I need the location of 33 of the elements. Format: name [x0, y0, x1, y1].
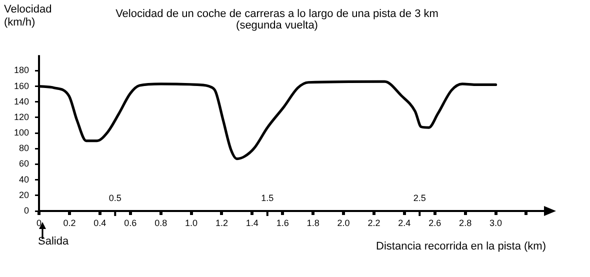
x-tick-label: 0.8	[154, 218, 168, 228]
x-tick-label: 2.2	[368, 218, 380, 228]
x-axis-title: Distancia recorrida en la pista (km)	[376, 240, 546, 252]
y-tick-label: 120	[14, 112, 30, 122]
x-tick-label: 2.8	[459, 218, 472, 228]
text: Salida	[38, 236, 70, 248]
x-tick-label: 1.8	[306, 218, 320, 228]
y-tick-label: 180	[14, 65, 30, 76]
x-tick-label: 2.0	[337, 218, 350, 228]
x-tick-label: 1.4	[246, 218, 258, 228]
y-tick-label: 100	[14, 128, 30, 138]
y-tick-label: 140	[14, 96, 30, 106]
x-tick-label: 0.6	[124, 218, 137, 228]
x-tick-label: 2.6	[428, 218, 442, 228]
x-tick-label: 1.2	[215, 218, 228, 228]
x-tick-label: 3.0	[490, 218, 502, 228]
y-tick-label: 20	[19, 190, 30, 200]
x-tick-label: 0	[36, 218, 42, 228]
x2-tick-label: 1.5	[261, 192, 274, 203]
x-tick-label: 1.6	[276, 218, 289, 228]
y-tick-label: 160	[14, 80, 30, 91]
x-tick-label: 1.0	[185, 218, 198, 228]
x2-tick-label: 0.5	[108, 192, 122, 203]
x-tick-label: 2.4	[398, 218, 411, 228]
y-tick-label: 40	[19, 174, 30, 184]
chart-title: Velocidad de un coche de carreras a lo largo de una pista de 3 km (segunda vuelta)	[116, 8, 438, 32]
y-tick-label: 60	[19, 158, 30, 169]
x-tick-label: 0.2	[63, 218, 76, 228]
y-tick-label: 80	[19, 143, 30, 154]
x-tick-label: 0.4	[94, 218, 106, 228]
x2-tick-label: 2.5	[413, 192, 426, 203]
y-tick-label: 0	[24, 205, 30, 216]
y-axis-title: Velocidad (km/h)	[4, 4, 52, 29]
